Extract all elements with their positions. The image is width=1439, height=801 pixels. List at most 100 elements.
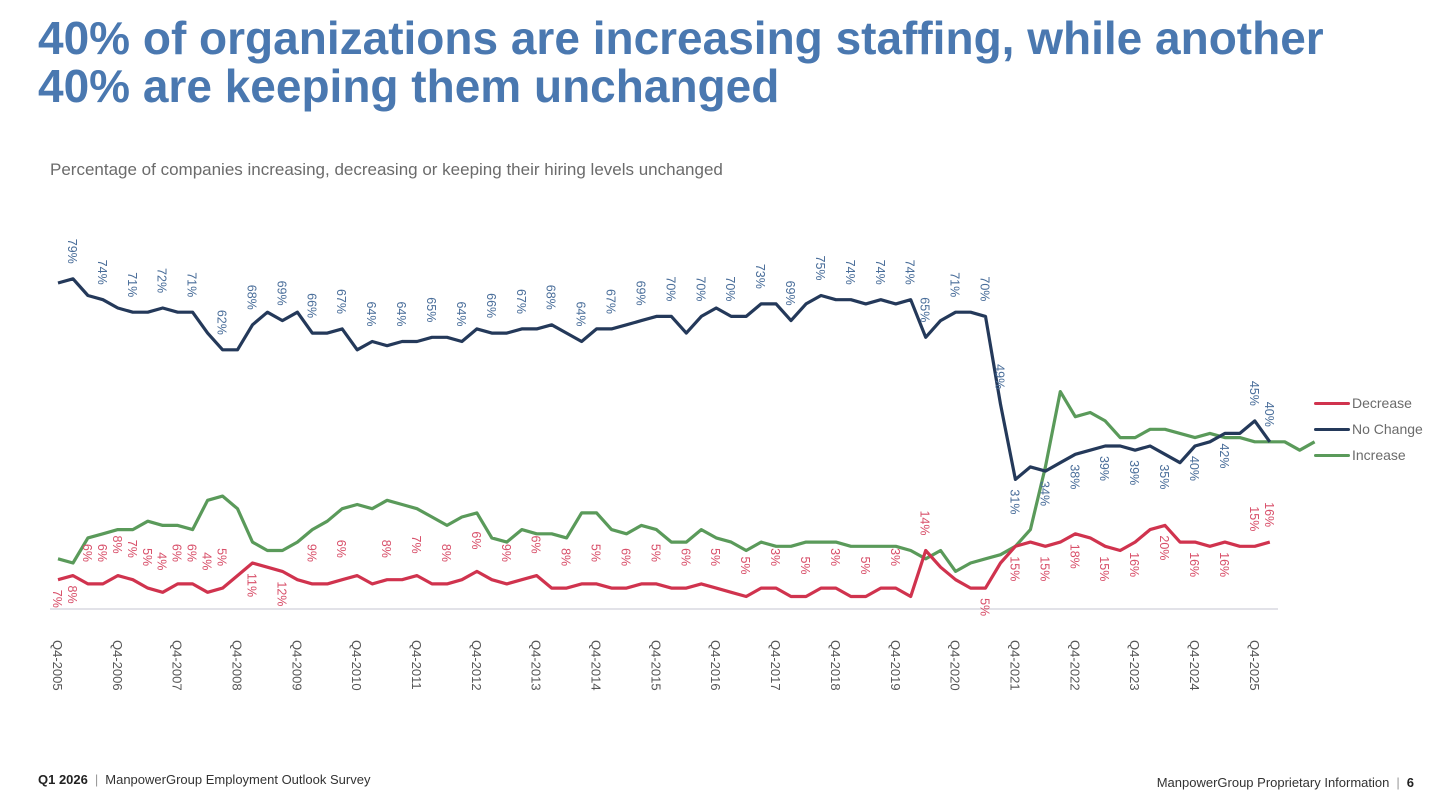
data-label-no-change: 72% — [155, 268, 169, 293]
x-tick-label: Q4-2018 — [828, 640, 843, 691]
data-label-decrease: 7% — [50, 590, 64, 608]
data-label-no-change: 69% — [633, 281, 647, 306]
data-label-decrease: 8% — [559, 548, 573, 566]
footer-left: Q1 2026 | ManpowerGroup Employment Outlook… — [38, 772, 370, 787]
chart-legend: Decrease No Change Increase — [1314, 390, 1423, 468]
legend-item-no-change[interactable]: No Change — [1314, 416, 1423, 442]
series-line-no-change — [57, 277, 1272, 481]
series-line-increase — [57, 390, 1316, 574]
x-tick-label: Q4-2025 — [1247, 640, 1262, 691]
data-label-decrease: 15% — [1007, 556, 1021, 581]
data-label-decrease: 5% — [140, 548, 154, 566]
page-number: 6 — [1406, 775, 1414, 790]
data-label-no-change: 67% — [514, 289, 528, 314]
data-label-decrease: 6% — [80, 544, 94, 562]
data-label-no-change: 67% — [334, 289, 348, 314]
x-tick-label: Q4-2016 — [708, 640, 723, 691]
data-label-decrease: 3% — [768, 548, 782, 566]
data-label-no-change: 70% — [978, 276, 992, 301]
data-label-decrease: 5% — [708, 548, 722, 566]
data-label-no-change: 70% — [693, 276, 707, 301]
data-label-no-change: 64% — [454, 301, 468, 326]
data-label-no-change: 70% — [663, 276, 677, 301]
data-label-no-change: 42% — [1217, 443, 1231, 468]
data-label-no-change: 38% — [1067, 464, 1081, 489]
data-label-decrease: 5% — [738, 556, 752, 574]
legend-label-increase: Increase — [1352, 447, 1406, 463]
x-tick-label: Q4-2020 — [948, 640, 963, 691]
x-tick-label: Q4-2006 — [110, 640, 125, 691]
data-label-no-change: 69% — [274, 281, 288, 306]
footer-survey-name: ManpowerGroup Employment Outlook Survey — [105, 772, 371, 787]
data-label-no-change: 45% — [1247, 381, 1261, 406]
data-label-no-change: 65% — [918, 297, 932, 322]
data-label-decrease: 3% — [888, 548, 902, 566]
x-tick-label: Q4-2009 — [289, 640, 304, 691]
data-label-no-change: 69% — [783, 281, 797, 306]
data-label-decrease: 5% — [215, 548, 229, 566]
data-label-no-change: 39% — [1097, 456, 1111, 481]
data-label-no-change: 67% — [604, 289, 618, 314]
data-label-decrease: 5% — [589, 544, 603, 562]
data-label-no-change: 73% — [753, 264, 767, 289]
data-label-no-change: 40% — [1262, 402, 1276, 427]
data-label-decrease: 6% — [618, 548, 632, 566]
data-label-decrease: 5% — [648, 544, 662, 562]
footer-separator: | — [1396, 775, 1400, 790]
x-tick-label: Q4-2022 — [1067, 640, 1082, 691]
legend-swatch-increase — [1314, 453, 1350, 457]
data-label-decrease: 15% — [1037, 556, 1051, 581]
data-label-no-change: 74% — [843, 260, 857, 285]
x-tick-label: Q4-2010 — [349, 640, 364, 691]
data-label-decrease: 5% — [798, 556, 812, 574]
x-tick-label: Q4-2008 — [230, 640, 245, 691]
x-tick-label: Q4-2023 — [1127, 640, 1142, 691]
data-label-decrease: 16% — [1187, 552, 1201, 577]
x-tick-label: Q4-2012 — [469, 640, 484, 691]
x-tick-label: Q4-2021 — [1007, 640, 1022, 691]
series-lines — [57, 277, 1316, 599]
data-label-no-change: 62% — [215, 310, 229, 335]
legend-swatch-decrease — [1314, 401, 1350, 405]
data-label-no-change: 64% — [574, 301, 588, 326]
x-tick-label: Q4-2011 — [409, 640, 424, 690]
x-tick-label: Q4-2005 — [50, 640, 65, 691]
data-label-decrease: 6% — [170, 544, 184, 562]
legend-item-decrease[interactable]: Decrease — [1314, 390, 1423, 416]
data-label-no-change: 71% — [185, 272, 199, 297]
data-label-decrease: 6% — [678, 548, 692, 566]
data-label-decrease: 11% — [244, 573, 258, 597]
data-label-no-change: 75% — [813, 256, 827, 281]
x-tick-label: Q4-2014 — [589, 640, 604, 691]
data-label-decrease: 12% — [274, 581, 288, 606]
legend-item-increase[interactable]: Increase — [1314, 442, 1423, 468]
x-tick-label: Q4-2013 — [529, 640, 544, 691]
data-label-no-change: 64% — [394, 301, 408, 326]
data-label-no-change: 68% — [544, 285, 558, 310]
data-label-decrease: 8% — [439, 544, 453, 562]
data-label-no-change: 79% — [65, 239, 79, 264]
data-label-decrease: 6% — [185, 544, 199, 562]
data-labels: 7% 8%6% 6% 8% 7% 5% 4% 6% 6% 4% 5%11% 12%9% 6% 8% 7% 8%… — [50, 239, 1276, 616]
data-label-decrease: 6% — [334, 540, 348, 558]
data-label-decrease: 8% — [379, 540, 393, 558]
data-label-decrease: 18% — [1067, 544, 1081, 569]
data-label-no-change: 34% — [1037, 481, 1051, 506]
data-label-no-change: 74% — [95, 260, 109, 285]
footer-proprietary: ManpowerGroup Proprietary Information — [1156, 775, 1390, 790]
data-label-decrease: 9% — [499, 544, 513, 562]
data-label-no-change: 68% — [244, 285, 258, 310]
data-label-decrease: 4% — [155, 552, 169, 570]
legend-swatch-no-change — [1314, 427, 1350, 431]
x-tick-label: Q4-2019 — [888, 640, 903, 691]
data-label-no-change: 71% — [125, 272, 139, 297]
legend-label-decrease: Decrease — [1352, 395, 1412, 411]
footer-separator: | — [94, 772, 99, 787]
data-label-no-change: 40% — [1187, 456, 1201, 481]
data-label-decrease: 7% — [125, 540, 139, 558]
data-label-decrease: 16% — [1217, 552, 1231, 577]
data-label-decrease: 5% — [978, 598, 992, 616]
page-title: 40% of organizations are increasing staf… — [38, 12, 1324, 112]
data-label-decrease: 15% — [1247, 506, 1261, 531]
